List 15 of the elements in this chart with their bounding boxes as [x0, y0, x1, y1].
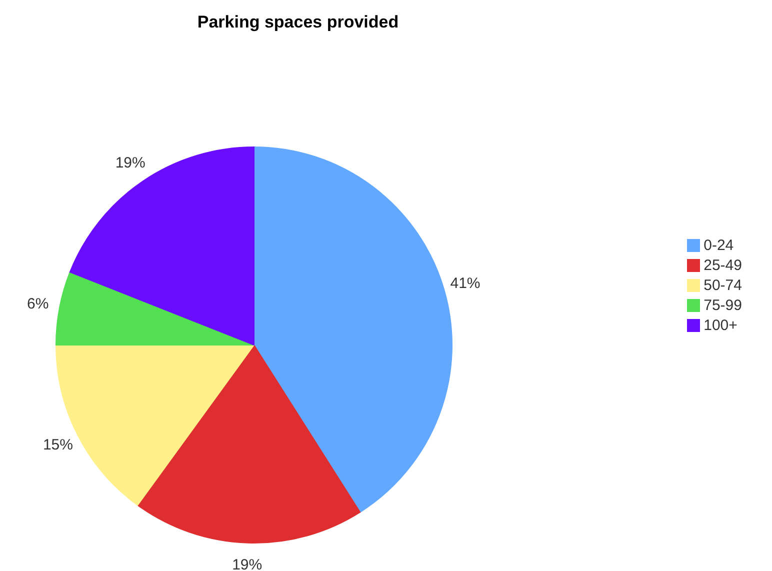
- pie-slice: [69, 146, 254, 346]
- legend-label: 50-74: [704, 276, 742, 294]
- pie-slice: [137, 344, 361, 544]
- data-label: 19%: [115, 154, 146, 172]
- data-label: 6%: [27, 295, 49, 312]
- data-label: 15%: [42, 436, 73, 454]
- pie-slice: [56, 272, 254, 346]
- legend-label: 0-24: [704, 236, 734, 254]
- legend-label: 75-99: [704, 296, 742, 314]
- chart-title: Parking spaces provided: [197, 12, 399, 32]
- legend-label: 25-49: [704, 256, 742, 274]
- pie-slice: [254, 146, 452, 513]
- data-label: 19%: [232, 556, 262, 571]
- data-label: 41%: [450, 275, 480, 292]
- legend-label: 100+: [704, 316, 738, 334]
